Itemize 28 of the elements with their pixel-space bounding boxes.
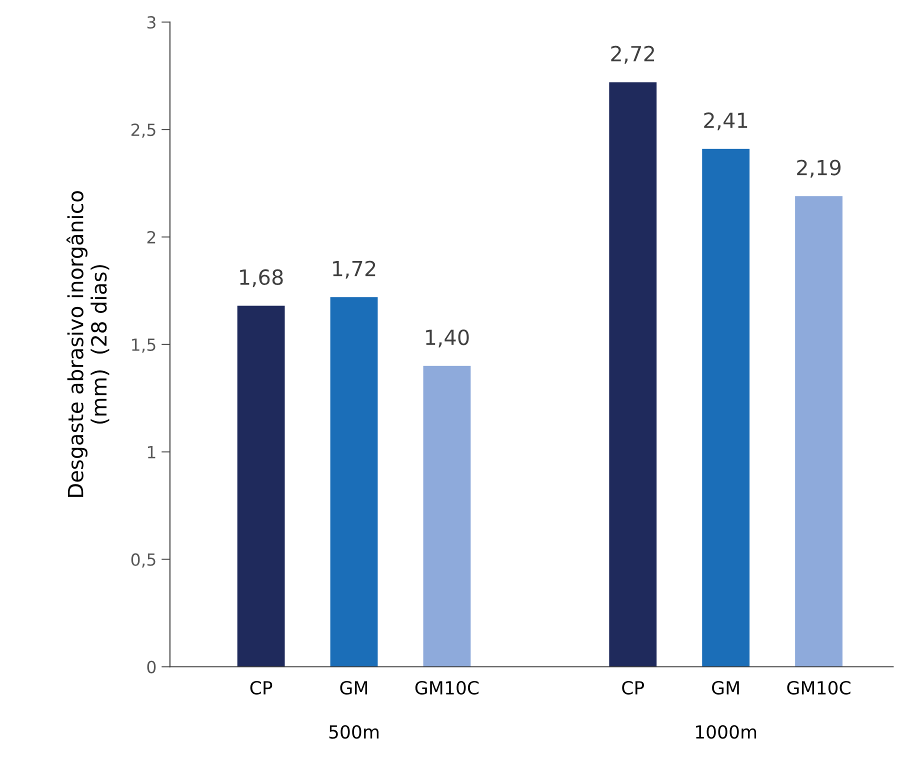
bar bbox=[423, 366, 471, 667]
text: CP bbox=[622, 680, 644, 695]
y-tick-label: 2,5 bbox=[131, 124, 156, 138]
data-label: 2,19 bbox=[797, 160, 841, 178]
data-label: 2,41 bbox=[704, 112, 748, 130]
bar bbox=[609, 82, 657, 667]
y-tick-label: 1 bbox=[148, 446, 156, 458]
x-tick-label: 1000m bbox=[696, 725, 756, 739]
bar bbox=[330, 297, 378, 667]
series-label: CP bbox=[250, 680, 272, 695]
x-tick-label: 500m bbox=[329, 725, 378, 739]
bar bbox=[795, 196, 842, 667]
series-label: GM bbox=[340, 680, 368, 695]
data-label: 1,68 bbox=[240, 269, 283, 288]
data-label: 1,40 bbox=[426, 329, 469, 348]
y-axis-title: Desgaste abrasivo inorgânico (mm) (28 dias) bbox=[66, 191, 110, 497]
y-tick-label: 1,5 bbox=[132, 338, 156, 353]
bar bbox=[702, 148, 750, 667]
series-label: GM10C bbox=[415, 680, 479, 695]
y-tick-label: 2 bbox=[147, 230, 156, 244]
text: GM10C bbox=[787, 680, 850, 695]
data-label: 2,72 bbox=[611, 46, 654, 64]
y-tick-label: 0,5 bbox=[131, 553, 156, 568]
text: GM bbox=[712, 680, 739, 695]
data-label: 1,72 bbox=[333, 260, 376, 279]
bar bbox=[237, 306, 285, 667]
y-tick-label: 3 bbox=[147, 16, 156, 29]
y-tick-label: 0 bbox=[147, 660, 156, 674]
